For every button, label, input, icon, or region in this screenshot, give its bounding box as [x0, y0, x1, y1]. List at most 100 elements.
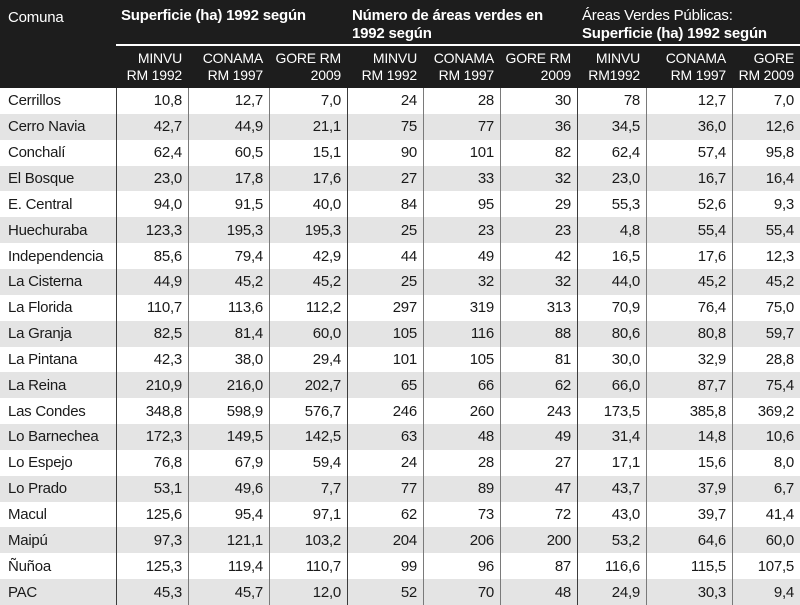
- comuna-cell: Ñuñoa: [8, 557, 51, 575]
- subheader-line: RM 2009: [738, 67, 795, 83]
- comuna-cell: Lo Prado: [8, 480, 67, 498]
- value-cell: 4,8: [577, 217, 646, 244]
- value-cell: 66: [423, 372, 500, 399]
- comuna-cell: Maipú: [8, 531, 48, 549]
- subheader-line: 2009: [310, 67, 342, 83]
- table-row: El Bosque 23,0 17,8 17,6 27 33 32 23,0 16,7 16,4: [0, 165, 800, 192]
- table-row: Maipú 97,3 121,1 103,2 204 206 200 53,2 64,6 60,0: [0, 527, 800, 554]
- value-cell: 85,6: [116, 243, 188, 269]
- value-cell: 75,0: [732, 294, 800, 321]
- value-cell: 28,8: [732, 346, 800, 373]
- value-cell: 45,2: [732, 268, 800, 295]
- subheader-publicas-conama: CONAMA RM 1997: [646, 46, 732, 88]
- value-cell: 60,0: [732, 527, 800, 554]
- value-cell: 80,8: [646, 320, 732, 347]
- value-cell: 72: [500, 501, 577, 528]
- value-cell: 91,5: [188, 191, 269, 218]
- value-cell: 34,5: [577, 113, 646, 140]
- value-cell: 16,4: [732, 165, 800, 192]
- value-cell: 42,3: [116, 346, 188, 373]
- comuna-cell: La Pintana: [8, 350, 78, 368]
- value-cell: 116: [423, 320, 500, 347]
- subheader-numero-conama: CONAMA RM 1997: [423, 46, 500, 88]
- value-cell: 44,9: [116, 268, 188, 295]
- table-row: Cerro Navia 42,7 44,9 21,1 75 77 36 34,5 36,0 12,…: [0, 113, 800, 140]
- subheader-line: RM 1997: [207, 67, 264, 83]
- table-row: E. Central 94,0 91,5 40,0 84 95 29 55,3 52,6 9,3: [0, 191, 800, 218]
- value-cell: 6,7: [732, 475, 800, 502]
- value-cell: 62,4: [577, 139, 646, 166]
- subheader-line: CONAMA: [202, 50, 263, 66]
- value-cell: 9,4: [732, 579, 800, 605]
- comuna-cell: Cerro Navia: [8, 118, 86, 136]
- value-cell: 24: [347, 449, 423, 476]
- value-cell: 25: [347, 217, 423, 244]
- value-cell: 45,7: [188, 579, 269, 605]
- value-cell: 44,0: [577, 268, 646, 295]
- value-cell: 195,3: [188, 217, 269, 244]
- value-cell: 39,7: [646, 501, 732, 528]
- value-cell: 29,4: [269, 346, 347, 373]
- value-cell: 121,1: [188, 527, 269, 554]
- value-cell: 82,5: [116, 320, 188, 347]
- value-cell: 125,3: [116, 553, 188, 580]
- value-cell: 44,9: [188, 113, 269, 140]
- subheader-line: RM 1997: [670, 67, 727, 83]
- value-cell: 119,4: [188, 553, 269, 580]
- value-cell: 33: [423, 165, 500, 192]
- value-cell: 243: [500, 398, 577, 425]
- subheader-line: RM1992: [588, 67, 640, 83]
- value-cell: 110,7: [116, 294, 188, 321]
- value-cell: 12,6: [732, 113, 800, 140]
- value-cell: 43,7: [577, 475, 646, 502]
- value-cell: 30,3: [646, 579, 732, 605]
- group-header-numero-line2: 1992 según: [352, 25, 432, 42]
- value-cell: 598,9: [188, 398, 269, 425]
- value-cell: 42,9: [269, 243, 347, 269]
- table-row: Lo Prado 53,1 49,6 7,7 77 89 47 43,7 37,9 6,7: [0, 475, 800, 502]
- value-cell: 319: [423, 294, 500, 321]
- value-cell: 97,1: [269, 501, 347, 528]
- comuna-cell: Lo Espejo: [8, 454, 73, 472]
- value-cell: 125,6: [116, 501, 188, 528]
- value-cell: 348,8: [116, 398, 188, 425]
- value-cell: 48: [500, 579, 577, 605]
- value-cell: 99: [347, 553, 423, 580]
- value-cell: 24: [347, 88, 423, 114]
- value-cell: 17,6: [646, 243, 732, 269]
- table-row: La Reina 210,9 216,0 202,7 65 66 62 66,0 87,7 75,…: [0, 372, 800, 399]
- value-cell: 38,0: [188, 346, 269, 373]
- value-cell: 55,4: [646, 217, 732, 244]
- value-cell: 32,9: [646, 346, 732, 373]
- value-cell: 75: [347, 113, 423, 140]
- subheader-line: RM 1992: [361, 67, 418, 83]
- comuna-cell: PAC: [8, 583, 37, 601]
- value-cell: 77: [347, 475, 423, 502]
- value-cell: 369,2: [732, 398, 800, 425]
- group-header-publicas-line1: Áreas Verdes Públicas:: [582, 7, 733, 24]
- value-cell: 59,4: [269, 449, 347, 476]
- value-cell: 40,0: [269, 191, 347, 218]
- value-cell: 10,8: [116, 88, 188, 114]
- comuna-cell: Independencia: [8, 247, 104, 265]
- table-row: Lo Espejo 76,8 67,9 59,4 24 28 27 17,1 15,6 8,0: [0, 449, 800, 476]
- value-cell: 12,3: [732, 243, 800, 269]
- value-cell: 62: [500, 372, 577, 399]
- table-row: Huechuraba 123,3 195,3 195,3 25 23 23 4,8 55,4 55…: [0, 217, 800, 244]
- value-cell: 15,6: [646, 449, 732, 476]
- value-cell: 23,0: [116, 165, 188, 192]
- value-cell: 27: [500, 449, 577, 476]
- value-cell: 200: [500, 527, 577, 554]
- table-row: PAC 45,3 45,7 12,0 52 70 48 24,9 30,3 9,4: [0, 579, 800, 605]
- value-cell: 32: [423, 268, 500, 295]
- value-cell: 94,0: [116, 191, 188, 218]
- subheader-line: GORE RM: [275, 50, 342, 66]
- comuna-cell: E. Central: [8, 195, 73, 213]
- subheader-line: CONAMA: [665, 50, 726, 66]
- value-cell: 89: [423, 475, 500, 502]
- value-cell: 16,7: [646, 165, 732, 192]
- table-row: La Cisterna 44,9 45,2 45,2 25 32 32 44,0 45,2 45,…: [0, 268, 800, 295]
- value-cell: 75,4: [732, 372, 800, 399]
- subheader-line: MINVU: [137, 50, 182, 66]
- value-cell: 7,0: [732, 88, 800, 114]
